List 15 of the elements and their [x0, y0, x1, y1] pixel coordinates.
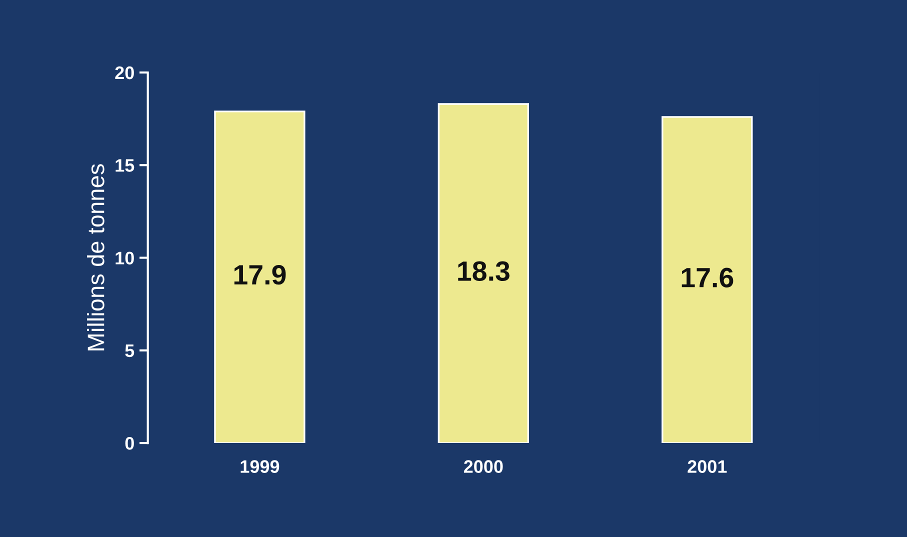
x-tick-label: 1999	[240, 460, 280, 473]
y-tick-label: 0	[125, 436, 134, 450]
y-tick-label: 15	[116, 159, 134, 172]
data-label: 17.6	[682, 268, 734, 288]
bar	[214, 110, 306, 444]
data-label: 18.3	[458, 261, 510, 282]
y-axis-title: Millions de tonnes	[87, 164, 104, 350]
data-label: 17.9	[234, 265, 286, 285]
bar	[438, 103, 530, 444]
bar	[662, 116, 753, 444]
y-tick-label: 10	[116, 252, 134, 264]
x-tick-label: 2001	[688, 460, 727, 473]
x-tick-label: 2000	[464, 460, 503, 473]
y-tick-label: 20	[115, 66, 134, 80]
y-tick-label: 5	[125, 344, 134, 358]
